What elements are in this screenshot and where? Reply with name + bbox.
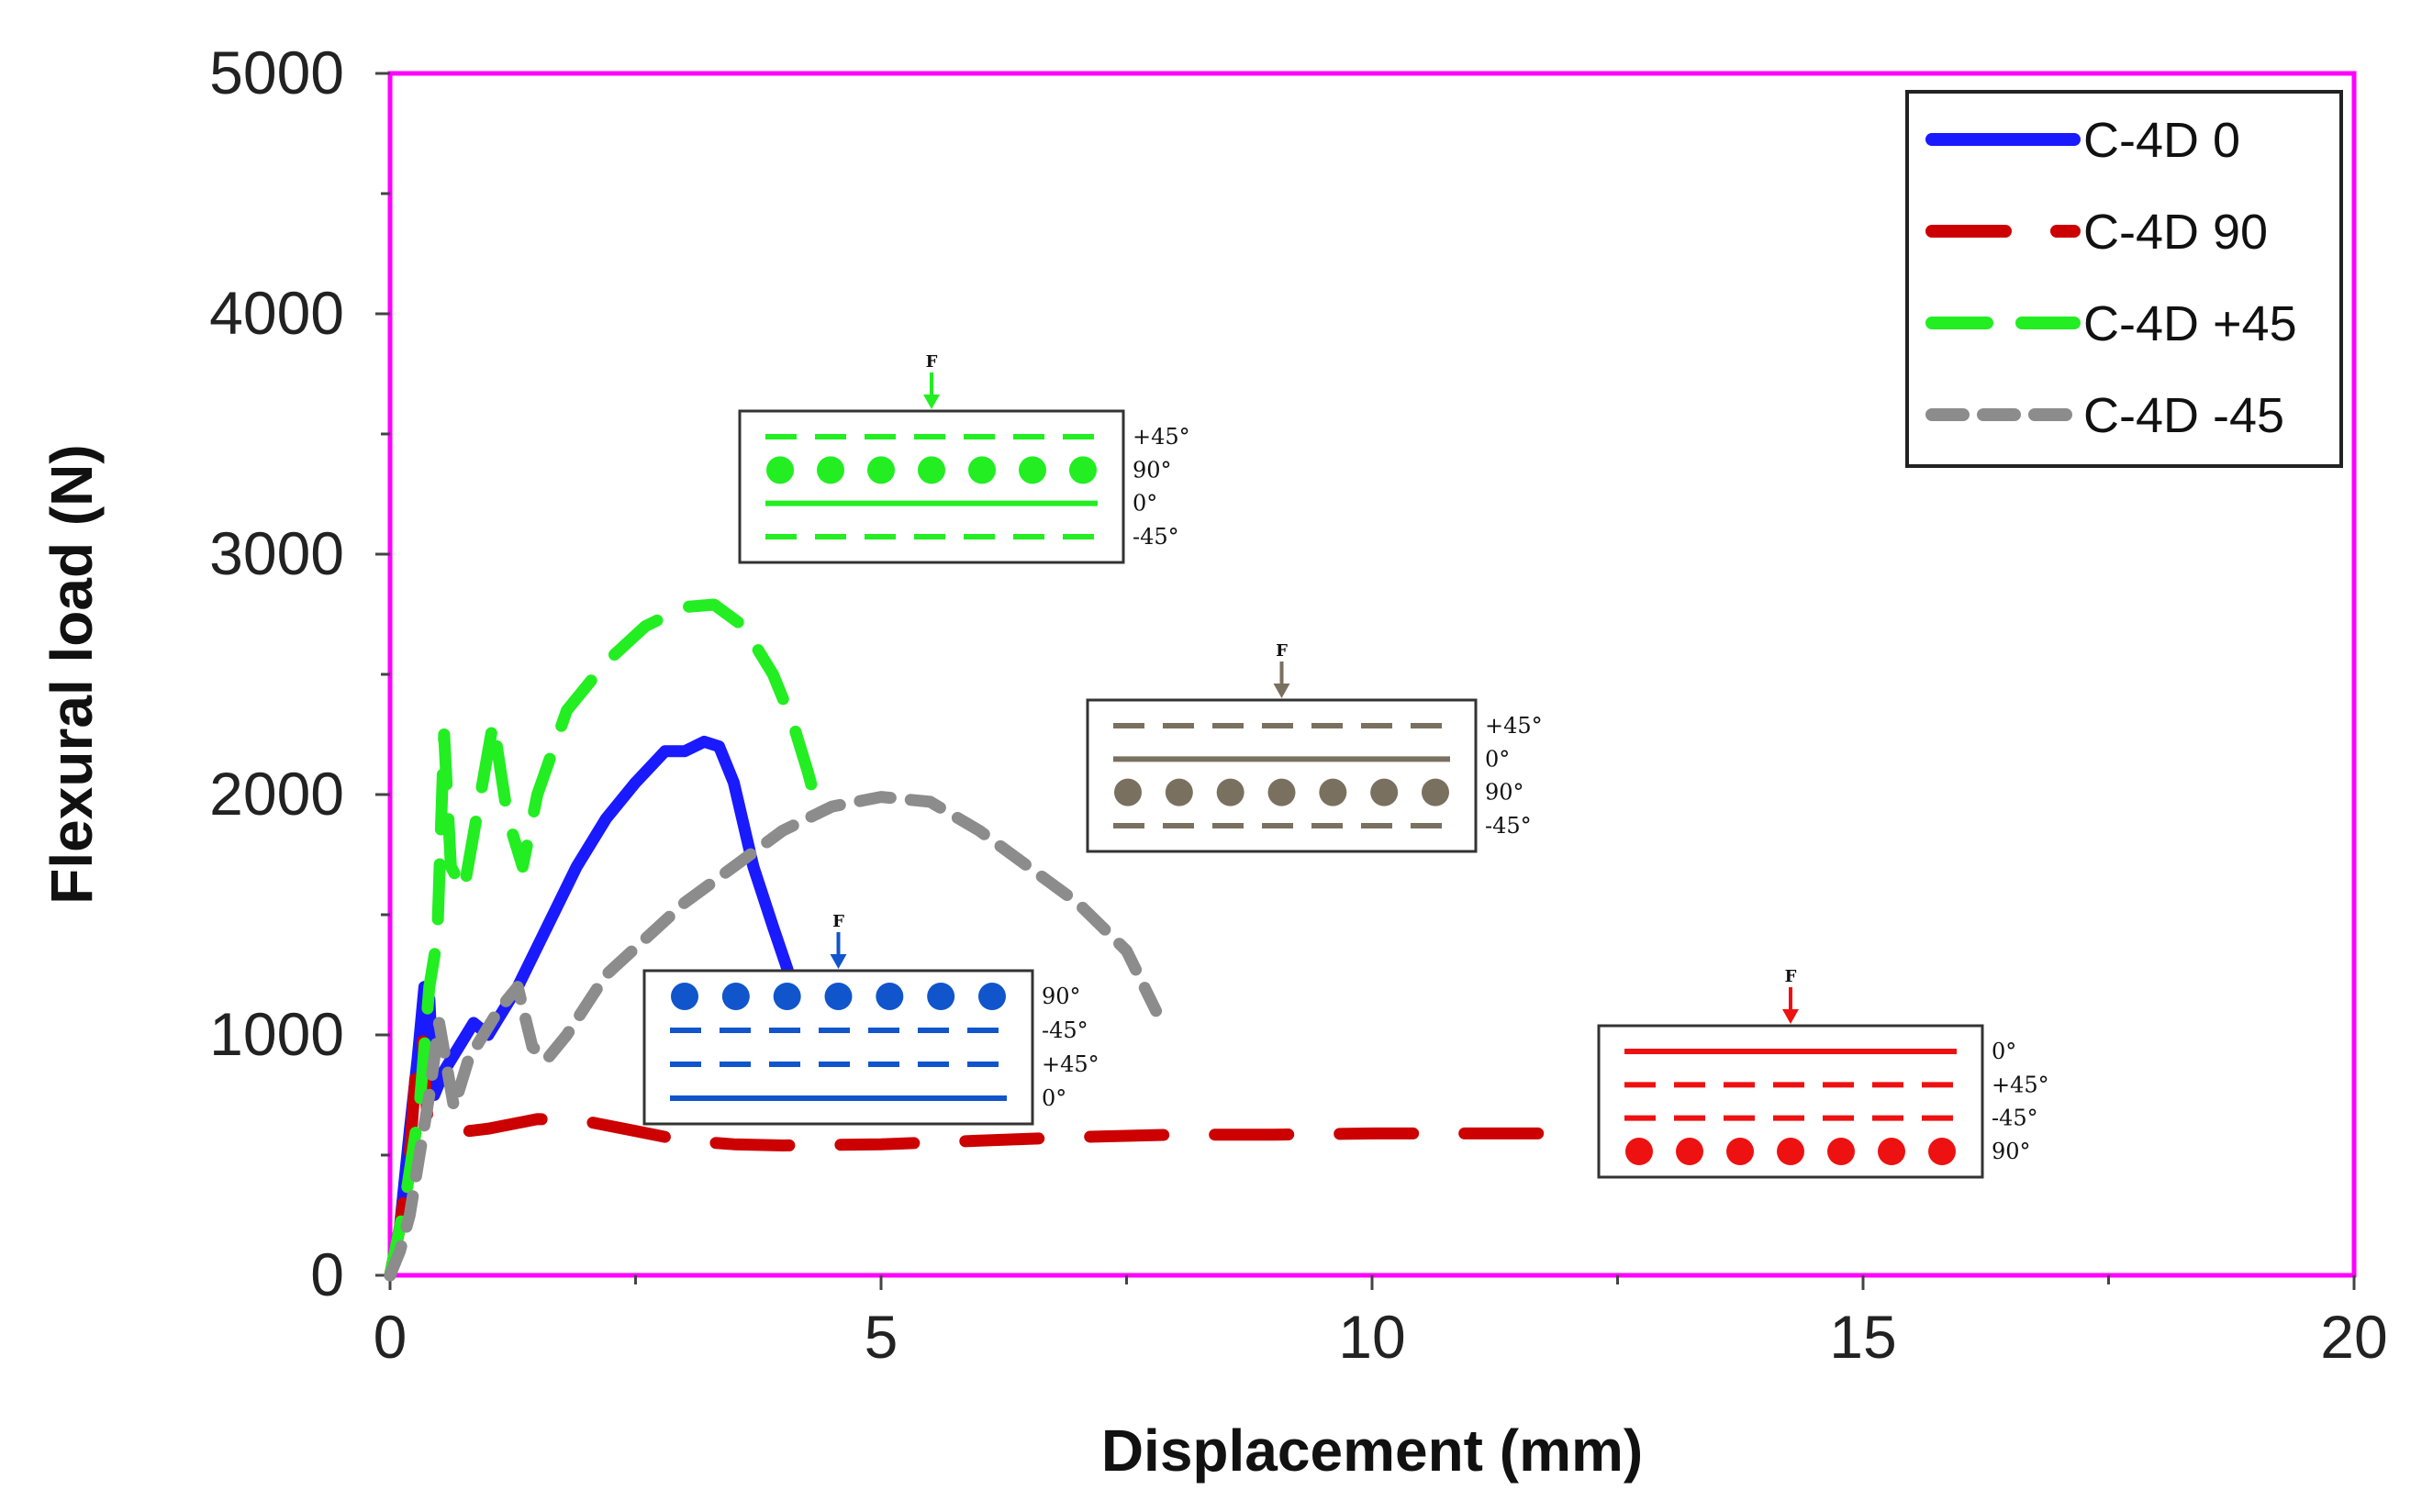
layer-angle-label: -45° xyxy=(1133,524,1179,550)
inset-layup-45: F +45° 90° 0° -45° xyxy=(738,352,1190,564)
x-tick-label: 20 xyxy=(2320,1303,2387,1371)
layer-angle-label: -45° xyxy=(1042,1017,1088,1043)
force-label: F xyxy=(832,912,844,931)
layer-fiber-dot xyxy=(1625,1138,1653,1165)
layer-angle-label: 0° xyxy=(1485,746,1510,772)
layer-angle-label: +45° xyxy=(1992,1072,2049,1097)
layer-fiber-dot xyxy=(867,456,895,484)
layer-angle-label: 0° xyxy=(1042,1085,1066,1111)
y-tick-label: 1000 xyxy=(209,1000,344,1068)
layer-fiber-dot xyxy=(1165,778,1193,806)
layer-angle-label: 90° xyxy=(1133,457,1172,483)
force-label: F xyxy=(1785,967,1797,986)
legend-label-c-4d-90: C-4D 90 xyxy=(2083,205,2268,260)
layup-insets: F +45° 90° 0° -45° F +45° 0° 90° -45° F 90° -45° +45°… xyxy=(642,352,2049,1179)
layer-fiber-dot xyxy=(1114,778,1142,806)
layer-angle-label: -45° xyxy=(1485,813,1532,839)
inset-layup-45: F +45° 0° 90° -45° xyxy=(1086,641,1543,853)
x-tick-label: 15 xyxy=(1829,1303,1896,1371)
inset-layup-0: F 90° -45° +45° 0° xyxy=(642,912,1099,1126)
force-label: F xyxy=(1276,641,1288,661)
inset-layup-90: F 0° +45° -45° 90° xyxy=(1597,967,2049,1179)
y-tick-label: 3000 xyxy=(209,519,344,587)
inset-box xyxy=(738,409,1125,564)
layer-angle-label: +45° xyxy=(1485,713,1543,739)
series-lines xyxy=(384,598,1575,1282)
force-arrow-icon xyxy=(1782,1009,1799,1024)
layer-angle-label: 0° xyxy=(1133,491,1157,517)
layer-fiber-dot xyxy=(671,983,698,1010)
layer-fiber-dot xyxy=(927,983,955,1010)
y-tick-label: 4000 xyxy=(209,279,344,347)
force-arrow-icon xyxy=(830,954,847,969)
layer-fiber-dot xyxy=(1827,1138,1855,1165)
layer-fiber-dot xyxy=(1422,778,1449,806)
layer-fiber-dot xyxy=(1676,1138,1703,1165)
layer-angle-label: 90° xyxy=(1042,984,1081,1009)
y-tick-label: 5000 xyxy=(209,39,344,106)
layer-angle-label: +45° xyxy=(1042,1051,1099,1077)
layer-fiber-dot xyxy=(824,983,853,1010)
series-line-c-4d-45 xyxy=(384,598,823,1282)
layer-fiber-dot xyxy=(1267,778,1296,806)
legend-label-c-4d-45: C-4D -45 xyxy=(2083,388,2284,443)
layer-angle-label: -45° xyxy=(1992,1106,2038,1131)
legend-label-c-4d-0: C-4D 0 xyxy=(2083,113,2240,168)
legend: C-4D 0 C-4D 90 C-4D +45 C-4D -45 xyxy=(1905,90,2343,468)
layer-angle-label: +45° xyxy=(1133,424,1190,450)
layer-fiber-dot xyxy=(1216,778,1244,806)
layer-fiber-dot xyxy=(1069,456,1097,484)
layer-fiber-dot xyxy=(1319,778,1347,806)
layer-angle-label: 90° xyxy=(1485,780,1524,806)
layer-fiber-dot xyxy=(1878,1138,1905,1165)
x-tick-label: 5 xyxy=(865,1303,898,1371)
layer-fiber-dot xyxy=(918,456,945,484)
layer-fiber-dot xyxy=(968,456,996,484)
layer-fiber-dot xyxy=(876,983,904,1010)
force-label: F xyxy=(926,352,938,372)
layer-angle-label: 90° xyxy=(1992,1139,2031,1164)
layer-fiber-dot xyxy=(817,456,844,484)
layer-fiber-dot xyxy=(978,983,1006,1010)
layer-fiber-dot xyxy=(1928,1138,1956,1165)
axis-ticks: 0 5 10 15 20 0 1000 2000 3000 4000 5000 xyxy=(209,39,2388,1371)
legend-label-c-4d-45: C-4D +45 xyxy=(2083,296,2297,351)
x-tick-label: 0 xyxy=(374,1303,407,1371)
layer-angle-label: 0° xyxy=(1992,1039,2016,1064)
layer-fiber-dot xyxy=(766,456,794,484)
layer-fiber-dot xyxy=(1370,778,1399,806)
layer-fiber-dot xyxy=(1019,456,1046,484)
x-tick-label: 10 xyxy=(1338,1303,1405,1371)
layer-fiber-dot xyxy=(1726,1138,1754,1165)
x-axis-title: Displacement (mm) xyxy=(1101,1418,1643,1484)
layer-fiber-dot xyxy=(773,983,801,1010)
y-axis-title: Flexural load (N) xyxy=(39,444,105,904)
y-tick-label: 2000 xyxy=(209,760,344,828)
force-arrow-icon xyxy=(923,395,940,409)
y-tick-label: 0 xyxy=(310,1240,344,1308)
force-arrow-icon xyxy=(1273,684,1290,698)
layer-fiber-dot xyxy=(721,983,750,1010)
legend-box xyxy=(1905,90,2343,468)
series-line-c-4d-45 xyxy=(384,791,1163,1282)
inset-box xyxy=(1086,698,1478,853)
layer-fiber-dot xyxy=(1777,1138,1804,1165)
